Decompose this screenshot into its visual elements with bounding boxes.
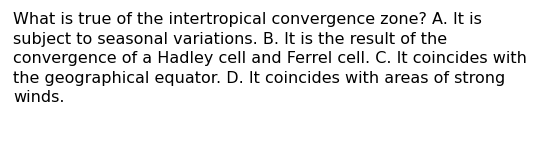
- Text: What is true of the intertropical convergence zone? A. It is
subject to seasonal: What is true of the intertropical conver…: [13, 12, 527, 105]
